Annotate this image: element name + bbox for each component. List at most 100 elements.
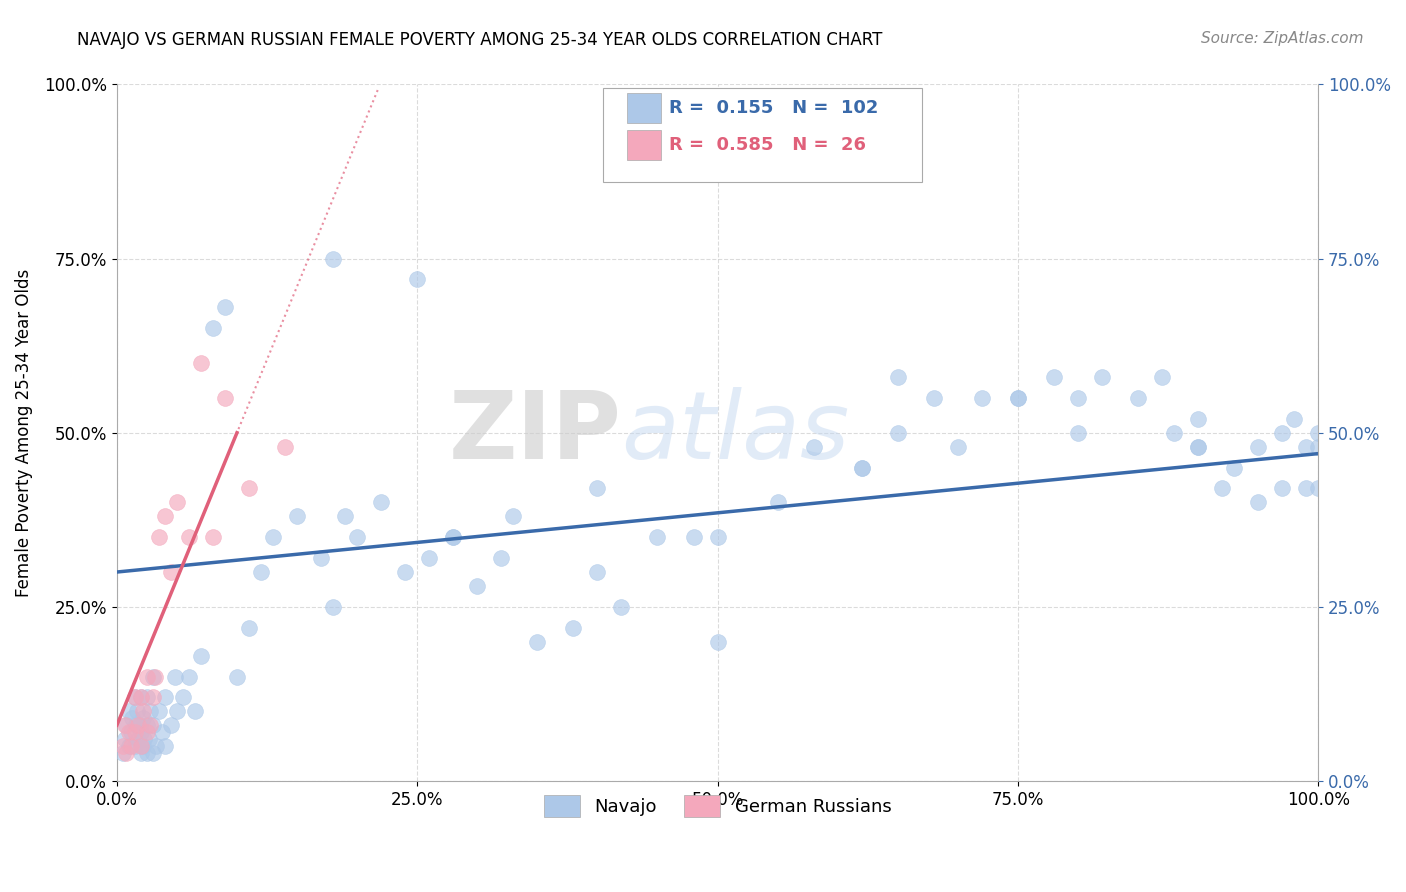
Point — [766, 495, 789, 509]
Point — [406, 272, 429, 286]
Point — [142, 690, 165, 705]
Point — [172, 690, 194, 705]
Point — [1152, 370, 1174, 384]
Point — [803, 440, 825, 454]
Point — [586, 482, 609, 496]
Point — [1271, 425, 1294, 440]
Point — [190, 648, 212, 663]
Point — [129, 725, 152, 739]
Point — [394, 565, 416, 579]
Text: atlas: atlas — [621, 387, 849, 478]
Point — [1007, 391, 1029, 405]
Point — [1295, 440, 1317, 454]
Point — [238, 482, 260, 496]
Text: ZIP: ZIP — [449, 387, 621, 479]
Point — [135, 690, 157, 705]
Point — [1308, 440, 1330, 454]
FancyBboxPatch shape — [627, 94, 661, 123]
Point — [201, 321, 224, 335]
Point — [1163, 425, 1185, 440]
Point — [114, 718, 136, 732]
Point — [851, 460, 873, 475]
Point — [138, 732, 160, 747]
Point — [160, 718, 183, 732]
Point — [129, 746, 152, 760]
Point — [177, 530, 200, 544]
Point — [135, 718, 157, 732]
Point — [333, 509, 356, 524]
Point — [887, 425, 910, 440]
Point — [706, 530, 728, 544]
Point — [152, 725, 174, 739]
Point — [586, 565, 609, 579]
Point — [190, 356, 212, 370]
Point — [111, 746, 134, 760]
Point — [309, 551, 332, 566]
Point — [346, 530, 368, 544]
Point — [121, 711, 143, 725]
Point — [115, 718, 138, 732]
Point — [160, 565, 183, 579]
Point — [851, 460, 873, 475]
Point — [139, 718, 162, 732]
Point — [148, 530, 170, 544]
Point — [1043, 370, 1066, 384]
Point — [124, 690, 146, 705]
Point — [1067, 425, 1090, 440]
Point — [441, 530, 464, 544]
Point — [129, 690, 152, 705]
Point — [135, 746, 157, 760]
Point — [201, 530, 224, 544]
Point — [1187, 440, 1209, 454]
Point — [238, 621, 260, 635]
Point — [1223, 460, 1246, 475]
Point — [127, 732, 149, 747]
Text: R =  0.585   N =  26: R = 0.585 N = 26 — [669, 136, 866, 154]
Point — [1126, 391, 1149, 405]
Point — [166, 704, 188, 718]
Point — [322, 252, 344, 266]
Point — [562, 621, 585, 635]
Point — [142, 669, 165, 683]
Point — [153, 739, 176, 754]
FancyBboxPatch shape — [627, 130, 661, 160]
Point — [1247, 495, 1270, 509]
Point — [135, 725, 157, 739]
Point — [143, 669, 166, 683]
Point — [153, 690, 176, 705]
Point — [285, 509, 308, 524]
Point — [129, 690, 152, 705]
Point — [114, 732, 136, 747]
Point — [135, 669, 157, 683]
Text: R =  0.155   N =  102: R = 0.155 N = 102 — [669, 99, 879, 117]
FancyBboxPatch shape — [603, 88, 922, 182]
Point — [163, 669, 186, 683]
Point — [250, 565, 273, 579]
Legend: Navajo, German Russians: Navajo, German Russians — [537, 788, 898, 824]
Point — [148, 704, 170, 718]
Point — [1211, 482, 1233, 496]
Point — [1295, 482, 1317, 496]
Point — [118, 704, 141, 718]
Point — [526, 634, 548, 648]
Point — [132, 711, 155, 725]
Point — [128, 718, 150, 732]
Point — [142, 746, 165, 760]
Point — [132, 739, 155, 754]
Point — [120, 725, 142, 739]
Point — [139, 704, 162, 718]
Point — [134, 732, 156, 747]
Point — [145, 739, 167, 754]
Point — [922, 391, 945, 405]
Point — [124, 739, 146, 754]
Point — [706, 634, 728, 648]
Point — [124, 690, 146, 705]
Point — [127, 718, 149, 732]
Point — [1308, 425, 1330, 440]
Point — [370, 495, 392, 509]
Point — [262, 530, 284, 544]
Point — [970, 391, 993, 405]
Point — [610, 599, 633, 614]
Point — [111, 739, 134, 754]
Point — [184, 704, 207, 718]
